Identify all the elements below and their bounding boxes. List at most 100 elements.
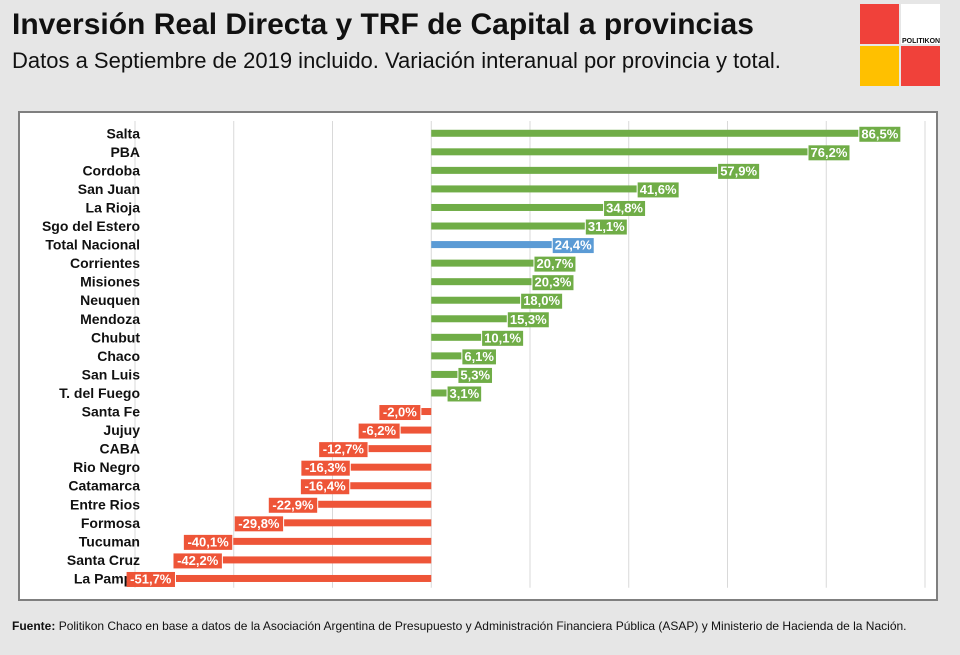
bar xyxy=(431,278,532,286)
logo-square-red-bottom xyxy=(901,46,940,86)
bar xyxy=(233,537,432,545)
bar xyxy=(350,482,432,490)
data-label: -12,7% xyxy=(323,442,365,457)
bar xyxy=(400,426,432,434)
category-label: Rio Negro xyxy=(73,459,140,475)
bar xyxy=(284,519,432,527)
data-label-box xyxy=(521,293,563,309)
data-label-box xyxy=(268,497,318,513)
data-label: 18,0% xyxy=(523,293,560,308)
data-label: -42,2% xyxy=(177,553,219,568)
bar xyxy=(368,445,432,453)
data-label: -22,9% xyxy=(272,497,314,512)
bar xyxy=(431,296,521,304)
logo-square-white xyxy=(901,4,940,44)
data-label-box xyxy=(301,460,350,476)
data-label: 24,4% xyxy=(555,238,592,253)
bar xyxy=(431,166,718,174)
data-label-box xyxy=(532,275,574,291)
category-label: CABA xyxy=(100,441,140,457)
category-label: Catamarca xyxy=(68,478,140,494)
data-label: -51,7% xyxy=(130,571,172,586)
category-label: Misiones xyxy=(80,274,140,290)
data-label: 86,5% xyxy=(861,126,898,141)
data-label: -29,8% xyxy=(238,516,280,531)
bar xyxy=(431,370,458,378)
data-label-box xyxy=(534,256,576,272)
data-label-box xyxy=(637,182,679,198)
data-label-box xyxy=(126,571,175,587)
category-label: La Rioja xyxy=(86,199,141,215)
data-label: 34,8% xyxy=(606,200,643,215)
data-label-box xyxy=(585,219,627,235)
data-label-box xyxy=(173,553,222,569)
category-label: San Juan xyxy=(78,181,140,197)
data-label-box xyxy=(183,534,233,550)
category-label: Chubut xyxy=(91,329,140,345)
data-label: -2,0% xyxy=(383,405,417,420)
data-label-box xyxy=(604,200,646,216)
bar xyxy=(431,185,637,193)
bar-chart: Salta 86,5% PBA 76,2% Cordoba 57,9% San Juan 41… xyxy=(42,121,926,588)
data-label: 57,9% xyxy=(720,163,757,178)
source-label: Fuente: xyxy=(12,619,56,633)
data-label: 20,3% xyxy=(535,275,572,290)
bar xyxy=(431,315,507,323)
data-label-box xyxy=(859,126,901,142)
data-label-box xyxy=(300,479,350,495)
logo-square-yellow xyxy=(860,46,899,86)
category-label: Chaco xyxy=(97,348,140,364)
data-label-box xyxy=(808,145,850,161)
data-label-box xyxy=(552,238,594,254)
logo-square-red-top xyxy=(860,4,899,44)
data-label: 10,1% xyxy=(484,330,521,345)
data-label: 6,1% xyxy=(464,349,494,364)
category-label: Salta xyxy=(107,125,141,141)
data-label: 76,2% xyxy=(811,145,848,160)
bar xyxy=(431,241,552,249)
logo-text: POLITIKON xyxy=(902,38,941,45)
bar xyxy=(222,556,432,564)
data-label: -6,2% xyxy=(362,423,396,438)
category-label: Corrientes xyxy=(70,255,140,271)
bar xyxy=(431,148,808,156)
category-label: Total Nacional xyxy=(45,237,140,253)
category-label: Jujuy xyxy=(103,422,140,438)
category-label: Formosa xyxy=(81,515,140,531)
chart-area: Salta 86,5% PBA 76,2% Cordoba 57,9% San Juan 41… xyxy=(18,111,938,601)
category-label: T. del Fuego xyxy=(59,385,140,401)
category-label: Santa Cruz xyxy=(67,552,140,568)
data-label: 15,3% xyxy=(510,312,547,327)
bar xyxy=(431,333,482,341)
bar xyxy=(350,463,432,471)
bar xyxy=(431,352,462,360)
source-note: Fuente: Politikon Chaco en base a datos … xyxy=(12,618,942,634)
chart-subtitle: Datos a Septiembre de 2019 incluido. Var… xyxy=(12,48,781,73)
data-label-box xyxy=(458,367,493,383)
politikon-logo: POLITIKON xyxy=(860,4,940,86)
data-label: -16,4% xyxy=(304,479,346,494)
bar xyxy=(431,389,447,397)
data-label: 3,1% xyxy=(450,386,480,401)
category-label: Mendoza xyxy=(80,311,140,327)
data-label-box xyxy=(447,386,482,402)
data-label: 41,6% xyxy=(640,182,677,197)
category-label: Tucuman xyxy=(79,533,140,549)
category-label: Entre Rios xyxy=(70,496,140,512)
category-label: San Luis xyxy=(82,366,141,382)
bar xyxy=(175,574,432,582)
data-label: 5,3% xyxy=(460,367,490,382)
category-label: PBA xyxy=(110,144,140,160)
data-label-box xyxy=(462,349,496,365)
category-label: Santa Fe xyxy=(82,404,141,420)
bar xyxy=(421,408,432,416)
data-label-box xyxy=(234,516,284,532)
data-label: 31,1% xyxy=(588,219,625,234)
data-label-box xyxy=(507,312,549,328)
category-label: Sgo del Estero xyxy=(42,218,140,234)
bar xyxy=(431,203,604,211)
bar xyxy=(431,129,859,137)
bar xyxy=(431,222,585,230)
bar xyxy=(318,500,432,508)
data-label-box xyxy=(358,423,400,439)
